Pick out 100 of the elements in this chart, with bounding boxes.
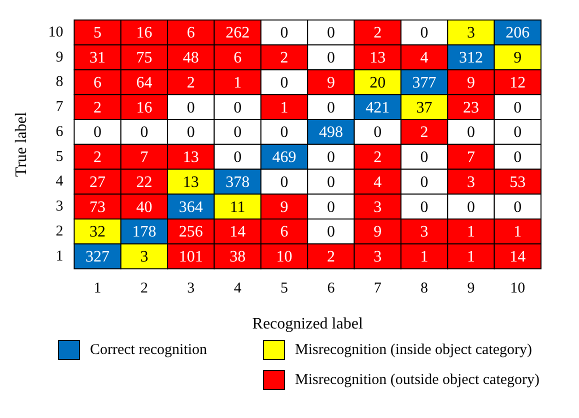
data-label: 64 (136, 74, 152, 92)
data-label: 14 (510, 248, 526, 266)
data-label: 1 (234, 74, 242, 92)
data-label: 0 (514, 149, 522, 166)
data-label: 6 (94, 74, 102, 92)
data-label: 7 (140, 149, 148, 166)
data-label: 0 (374, 124, 382, 142)
data-label: 3 (466, 24, 475, 42)
data-label: 1 (280, 99, 288, 116)
x-tick-label: 2 (140, 280, 148, 297)
x-tick-label: 6 (327, 280, 336, 297)
data-label: 2 (280, 50, 288, 67)
data-label: 377 (412, 74, 436, 92)
data-label: 38 (230, 248, 246, 266)
x-tick-label: 8 (420, 280, 428, 297)
data-label: 2 (374, 149, 382, 166)
data-label: 0 (326, 198, 335, 216)
data-label: 13 (370, 50, 386, 67)
data-label: 13 (182, 174, 199, 191)
data-label: 2 (374, 24, 382, 42)
data-label: 0 (466, 198, 475, 216)
y-tick-label: 6 (56, 124, 64, 140)
data-label: 2 (186, 74, 195, 92)
data-label: 16 (136, 24, 152, 42)
data-label: 3 (466, 174, 475, 191)
data-label: 53 (510, 174, 526, 191)
data-label: 5 (94, 24, 102, 42)
y-tick-label: 7 (56, 99, 64, 116)
data-label: 206 (506, 24, 530, 42)
data-label: 3 (374, 248, 382, 266)
data-label: 0 (420, 174, 428, 191)
data-label: 1 (420, 248, 428, 266)
data-label: 10 (276, 248, 292, 266)
y-tick-label: 3 (56, 198, 64, 215)
data-label: 0 (234, 99, 242, 116)
data-label: 3 (374, 198, 382, 216)
data-label: 327 (86, 248, 110, 266)
data-label: 0 (326, 149, 335, 166)
data-label: 0 (94, 124, 102, 142)
data-label: 0 (420, 24, 428, 42)
data-label: 421 (366, 99, 390, 116)
data-label: 1 (466, 224, 475, 241)
data-label: 1 (514, 224, 522, 241)
y-tick-label: 2 (56, 223, 64, 240)
data-label: 0 (234, 124, 242, 142)
data-label: 0 (280, 174, 288, 191)
data-label: 0 (186, 99, 195, 116)
data-label: 4 (420, 50, 428, 67)
y-tick-label: 4 (56, 174, 64, 190)
x-tick-label: 5 (280, 280, 288, 297)
data-label: 312 (458, 50, 483, 67)
data-label: 364 (178, 198, 203, 216)
data-label: 0 (234, 149, 242, 166)
x-tick-label: 4 (234, 280, 242, 297)
data-label: 6 (280, 224, 288, 241)
data-label: 0 (326, 224, 335, 241)
data-label: 0 (186, 124, 195, 142)
y-tick-label: 8 (56, 74, 64, 90)
data-label: 3 (420, 224, 428, 241)
data-label: 7 (466, 149, 475, 166)
data-label: 9 (280, 198, 288, 216)
x-tick-label: 7 (374, 280, 382, 297)
data-label: 0 (326, 174, 335, 191)
data-label: 256 (178, 224, 203, 241)
x-tick-label: 10 (510, 280, 526, 297)
data-label: 6 (186, 24, 195, 42)
data-label: 6 (234, 50, 242, 67)
data-label: 9 (514, 50, 522, 67)
x-tick-label: 9 (467, 280, 475, 297)
y-tick-label: 9 (56, 49, 64, 66)
data-label: 13 (182, 149, 199, 166)
data-label: 498 (318, 124, 343, 142)
data-label: 0 (280, 24, 288, 42)
data-label: 262 (226, 24, 250, 42)
data-label: 75 (136, 50, 152, 67)
data-label: 27 (90, 174, 106, 191)
data-label: 0 (326, 24, 335, 42)
data-label: 101 (178, 248, 203, 266)
data-label: 2 (94, 149, 102, 166)
data-label: 32 (90, 224, 106, 241)
data-label: 11 (230, 198, 246, 216)
data-label: 2 (420, 124, 428, 142)
data-label: 9 (374, 224, 382, 241)
data-label: 40 (136, 198, 152, 216)
data-label: 0 (514, 124, 522, 142)
data-label: 0 (514, 198, 522, 216)
data-label: 0 (466, 124, 475, 142)
data-label: 22 (136, 174, 152, 191)
data-label: 2 (94, 99, 102, 116)
data-label: 16 (136, 99, 152, 116)
data-label: 9 (466, 74, 475, 92)
data-label: 23 (462, 99, 479, 116)
y-tick-label: 5 (56, 148, 64, 165)
data-label: 0 (514, 99, 522, 116)
data-label: 2 (326, 248, 335, 266)
data-label: 4 (374, 174, 382, 191)
y-tick-label: 10 (48, 24, 64, 40)
data-label: 12 (510, 74, 526, 92)
data-label: 0 (280, 124, 288, 142)
data-label: 0 (420, 149, 428, 166)
